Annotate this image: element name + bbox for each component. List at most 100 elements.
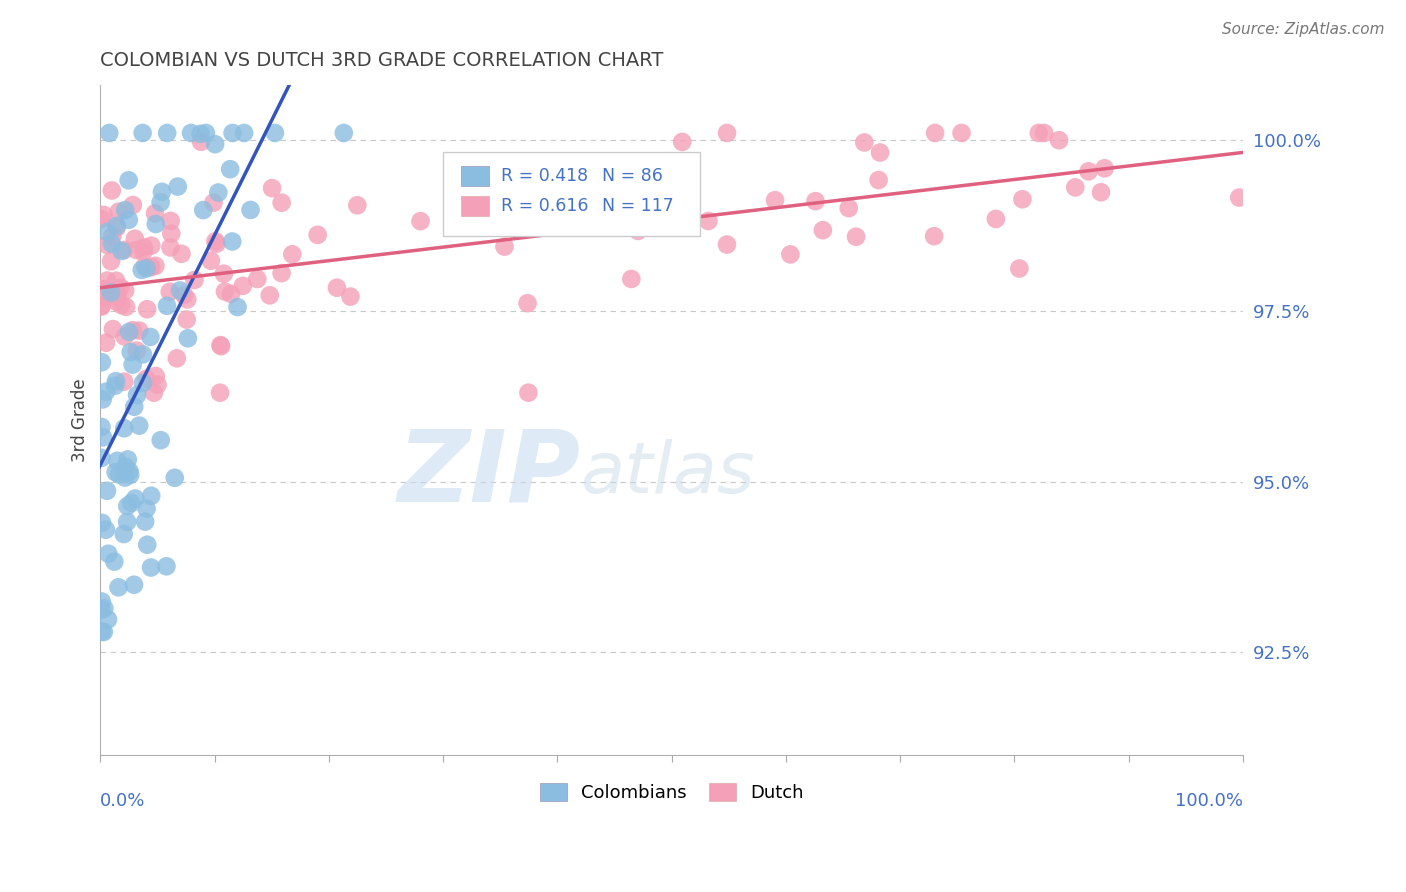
Point [156,126,179,140]
Point [94,384,117,399]
Point [177,331,200,345]
Point [169,284,191,298]
Point [134,260,156,274]
Text: COLOMBIAN VS DUTCH 3RD GRADE CORRELATION CHART: COLOMBIAN VS DUTCH 3RD GRADE CORRELATION… [100,51,664,70]
Point [93,208,115,222]
Text: ZIP: ZIP [398,425,581,522]
Point [114,470,136,484]
Point [838,201,860,215]
Point [96,225,118,239]
Point [100,184,122,198]
Point [96,290,118,304]
Point [173,288,195,302]
Point [107,204,129,219]
Point [922,229,945,244]
Point [637,169,659,183]
Point [136,302,159,317]
Point [869,145,891,160]
Point [118,464,141,478]
Point [1227,190,1250,204]
Point [100,285,122,300]
Point [517,385,540,400]
Point [121,358,143,372]
Point [262,181,284,195]
Point [219,287,242,301]
Point [205,236,228,251]
Point [124,491,146,506]
Point [101,322,124,336]
Point [131,126,153,140]
Point [180,126,202,140]
Point [98,126,121,140]
Point [160,227,183,241]
Point [209,339,232,353]
Point [326,281,349,295]
Point [120,496,142,510]
Point [159,285,181,299]
Point [281,247,304,261]
Point [105,274,128,288]
Point [146,377,169,392]
Point [108,467,131,482]
Point [270,195,292,210]
Point [90,355,112,369]
Point [105,454,128,468]
Point [112,421,135,435]
Y-axis label: 3rd Grade: 3rd Grade [72,378,89,462]
Point [811,223,834,237]
Point [159,240,181,254]
Point [132,347,155,361]
Point [150,185,173,199]
Point [346,198,368,212]
Point [100,254,122,268]
Text: N = 86: N = 86 [602,167,662,186]
Point [112,527,135,541]
Point [209,385,232,400]
Point [135,372,157,386]
Point [204,137,226,152]
Point [94,285,117,300]
Point [100,236,122,251]
Point [114,329,136,343]
Point [868,173,890,187]
Point [209,338,232,352]
Point [226,300,249,314]
Point [494,239,516,253]
Point [627,224,650,238]
Point [620,272,643,286]
Point [214,285,236,299]
Point [124,232,146,246]
Point [117,173,139,187]
Point [104,465,127,479]
Point [671,135,693,149]
Point [107,289,129,303]
Point [307,227,329,242]
Point [232,278,254,293]
Point [93,282,115,296]
Point [112,243,135,257]
Point [221,126,243,140]
Point [163,471,186,485]
Point [101,229,124,244]
Point [104,378,127,392]
Point [924,126,946,140]
FancyBboxPatch shape [443,153,700,235]
Point [114,203,136,218]
Point [110,298,132,312]
Point [156,299,179,313]
Point [104,374,127,388]
Point [194,126,217,140]
Point [112,375,135,389]
Point [90,624,112,639]
Point [120,467,142,482]
Point [170,247,193,261]
Point [132,244,155,259]
Point [1064,180,1087,194]
Point [104,294,127,309]
Point [219,162,242,177]
Point [515,184,537,198]
Point [166,351,188,366]
FancyBboxPatch shape [461,166,489,186]
Point [149,433,172,447]
Point [120,345,142,359]
